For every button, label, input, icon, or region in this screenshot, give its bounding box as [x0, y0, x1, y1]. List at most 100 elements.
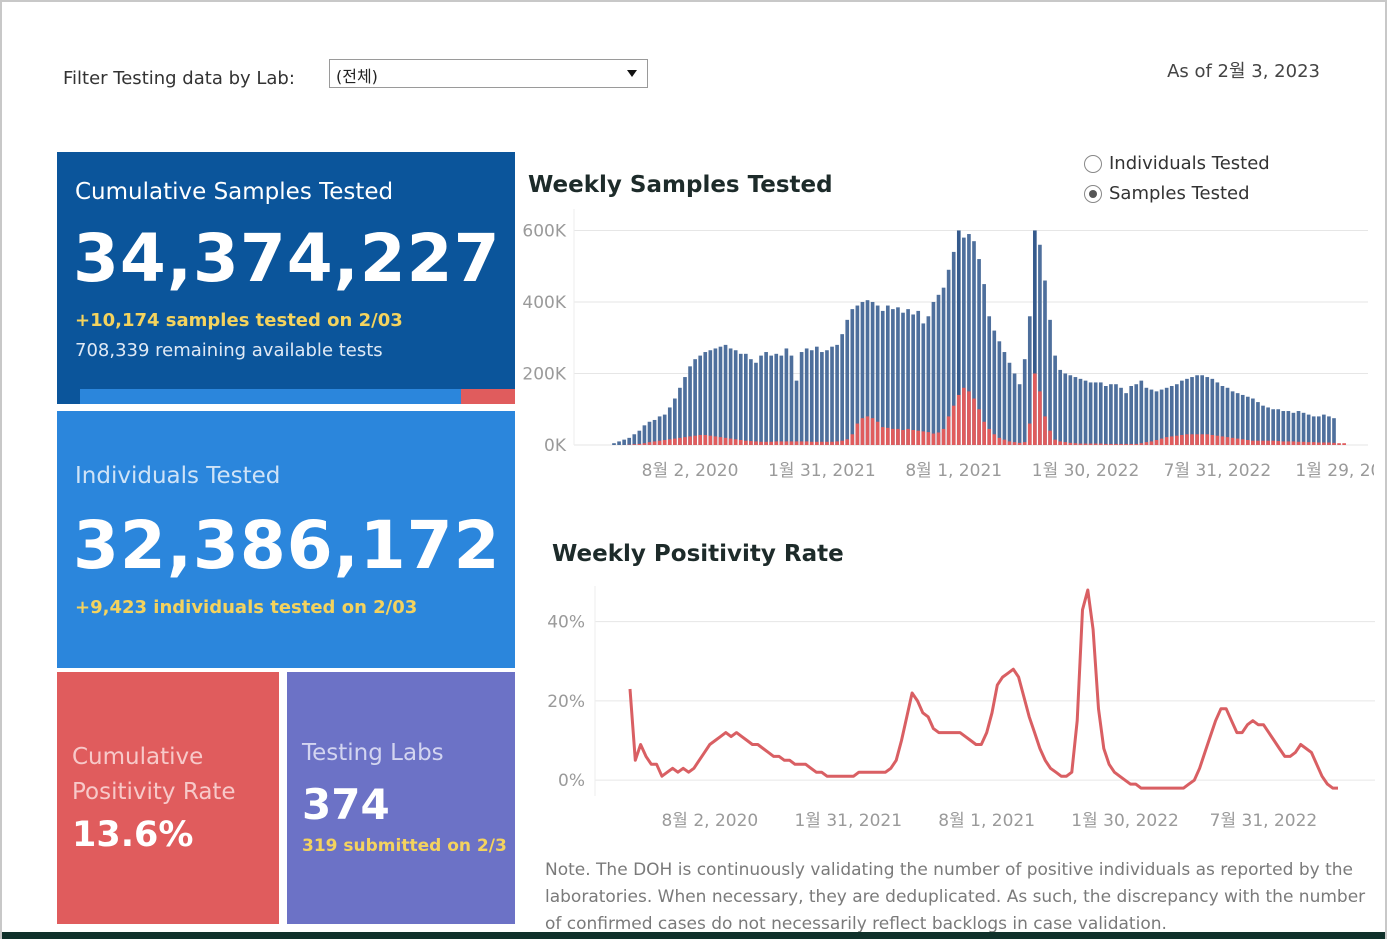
positive-bar — [683, 437, 687, 445]
samples-bar — [1007, 362, 1012, 445]
positive-bar — [885, 427, 890, 445]
samples-bar — [1022, 359, 1027, 445]
positive-bar — [1195, 434, 1199, 445]
samples-bar — [738, 353, 743, 445]
x-tick-label: 8월 1, 2021 — [938, 811, 1035, 831]
bottom-bar — [2, 932, 1385, 939]
samples-bar — [1215, 382, 1220, 445]
positivity-rate-title: Cumulative Positivity Rate — [72, 744, 236, 805]
positive-bar — [1342, 443, 1346, 445]
positive-bar — [997, 437, 1002, 445]
positive-bar — [1078, 443, 1083, 445]
positive-bar — [1271, 440, 1275, 445]
positive-bar — [814, 441, 819, 445]
cumulative-samples-tile: Cumulative Samples Tested 34,374,227 +10… — [57, 152, 515, 404]
positive-bar — [1098, 443, 1103, 445]
samples-bar — [1322, 414, 1326, 445]
samples-bar — [647, 421, 652, 445]
positivity-rate-value: 13.6% — [72, 815, 194, 855]
positive-bar — [896, 428, 900, 445]
dropdown-caret-icon[interactable] — [627, 70, 637, 77]
samples-bar — [1114, 384, 1118, 445]
positive-bar — [1327, 442, 1331, 445]
samples-bar — [728, 348, 733, 445]
samples-bar — [972, 241, 976, 445]
positive-bar — [1235, 438, 1240, 445]
samples-bar — [667, 407, 672, 445]
positive-bar — [977, 409, 981, 445]
samples-bar — [820, 352, 824, 445]
samples-bar — [1190, 377, 1194, 445]
samples-bar — [1205, 377, 1210, 445]
positive-bar — [1104, 443, 1108, 445]
positive-bar — [880, 427, 885, 445]
positive-bar — [962, 387, 966, 445]
samples-bar — [1073, 377, 1078, 445]
samples-bar — [627, 437, 632, 445]
positive-bar — [875, 421, 880, 445]
samples-bar — [1098, 382, 1103, 445]
samples-bar — [662, 414, 667, 445]
samples-bar — [1002, 352, 1007, 445]
y-tick-label: 600K — [522, 221, 566, 241]
positive-bar — [1048, 430, 1052, 445]
radio-samples-tested[interactable]: Samples Tested — [1084, 183, 1270, 213]
radio-circle-icon[interactable] — [1084, 155, 1102, 173]
positive-bar — [870, 418, 875, 445]
samples-bar — [703, 352, 708, 445]
radio-circle-icon[interactable] — [1084, 185, 1102, 203]
x-tick-label: 1월 31, 2021 — [768, 461, 876, 481]
samples-bar — [896, 307, 900, 445]
positive-bar — [1119, 443, 1123, 445]
positive-bar — [723, 437, 728, 445]
positive-bar — [1109, 443, 1113, 445]
positive-bar — [835, 441, 839, 445]
positive-bar — [972, 398, 976, 445]
testing-labs-value: 374 — [302, 780, 390, 829]
positive-bar — [733, 439, 738, 445]
positive-bar — [1043, 416, 1047, 445]
samples-bar — [911, 314, 915, 445]
positive-bar — [769, 441, 774, 445]
samples-bar — [1078, 378, 1083, 445]
positive-bar — [1007, 441, 1012, 445]
samples-bar — [865, 300, 870, 445]
positive-bar — [652, 441, 657, 445]
x-tick-label: 1월 31, 2021 — [794, 811, 902, 831]
positive-bar — [901, 429, 905, 445]
samples-bar — [1327, 416, 1331, 445]
positive-bar — [1311, 442, 1316, 445]
positive-bar — [673, 438, 677, 445]
cumulative-samples-title: Cumulative Samples Tested — [75, 179, 394, 205]
samples-bar — [713, 348, 718, 445]
samples-bar — [1124, 393, 1128, 445]
positive-bar — [1316, 442, 1321, 445]
samples-bar — [951, 251, 956, 445]
positive-bar — [1276, 441, 1281, 445]
positive-bar — [764, 441, 768, 445]
radio-individuals-tested[interactable]: Individuals Tested — [1084, 153, 1270, 183]
samples-bar — [683, 377, 687, 445]
x-tick-label: 8월 2, 2020 — [661, 811, 758, 831]
samples-bar — [931, 301, 936, 445]
radio-label: Samples Tested — [1109, 183, 1250, 204]
samples-bar — [673, 398, 677, 445]
lab-filter-dropdown[interactable]: (전체) — [329, 59, 648, 88]
positive-bar — [825, 441, 829, 445]
samples-bar — [799, 352, 804, 445]
positive-bar — [840, 440, 844, 445]
positive-bar — [931, 433, 936, 445]
x-tick-label: 8월 1, 2021 — [905, 461, 1002, 481]
samples-bar — [1104, 386, 1108, 445]
samples-bar — [870, 301, 875, 445]
samples-bar — [759, 355, 763, 445]
samples-bar — [1271, 409, 1275, 445]
positive-bar — [744, 440, 748, 445]
samples-bar — [1230, 391, 1235, 445]
samples-bar — [1174, 384, 1179, 445]
samples-bar — [657, 416, 662, 445]
samples-bar — [1301, 412, 1306, 445]
samples-bar — [1139, 380, 1144, 445]
samples-bar — [1088, 382, 1093, 445]
tests-progress-fill — [80, 389, 462, 404]
